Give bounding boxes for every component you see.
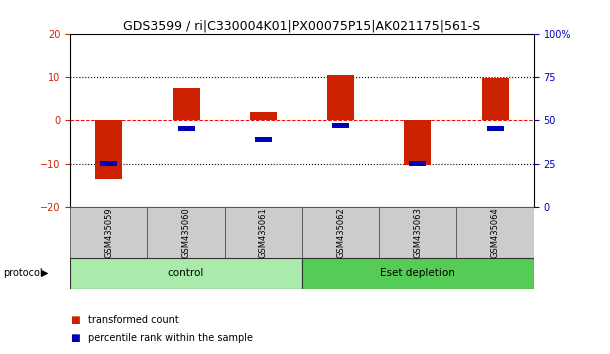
Text: percentile rank within the sample: percentile rank within the sample bbox=[88, 333, 253, 343]
Bar bbox=[250, 112, 277, 120]
Bar bbox=[379, 207, 456, 258]
Text: protocol: protocol bbox=[3, 268, 43, 278]
Bar bbox=[487, 126, 504, 131]
Text: GSM435061: GSM435061 bbox=[259, 207, 268, 258]
Text: control: control bbox=[168, 268, 204, 278]
Bar bbox=[404, 120, 431, 165]
Bar bbox=[95, 120, 122, 179]
Bar bbox=[178, 126, 195, 131]
Bar bbox=[482, 78, 509, 120]
Bar bbox=[224, 207, 302, 258]
Text: Eset depletion: Eset depletion bbox=[381, 268, 455, 278]
Text: ■: ■ bbox=[70, 333, 80, 343]
Text: GSM435060: GSM435060 bbox=[182, 207, 190, 258]
Text: transformed count: transformed count bbox=[88, 315, 179, 325]
Title: GDS3599 / ri|C330004K01|PX00075P15|AK021175|561-S: GDS3599 / ri|C330004K01|PX00075P15|AK021… bbox=[123, 19, 481, 33]
Bar bbox=[70, 207, 148, 258]
Bar bbox=[332, 123, 349, 128]
Text: GSM435063: GSM435063 bbox=[414, 207, 422, 258]
Bar bbox=[302, 207, 379, 258]
Bar bbox=[255, 137, 272, 142]
Text: GSM435062: GSM435062 bbox=[336, 207, 345, 258]
Text: GSM435064: GSM435064 bbox=[490, 207, 500, 258]
Text: GSM435059: GSM435059 bbox=[104, 207, 113, 258]
Text: ▶: ▶ bbox=[41, 268, 49, 278]
Bar bbox=[70, 258, 302, 289]
Bar bbox=[409, 161, 426, 166]
Text: ■: ■ bbox=[70, 315, 80, 325]
Bar bbox=[100, 161, 117, 166]
Bar bbox=[302, 258, 534, 289]
Bar bbox=[148, 207, 224, 258]
Bar bbox=[173, 88, 199, 120]
Bar bbox=[327, 75, 354, 120]
Bar bbox=[456, 207, 534, 258]
